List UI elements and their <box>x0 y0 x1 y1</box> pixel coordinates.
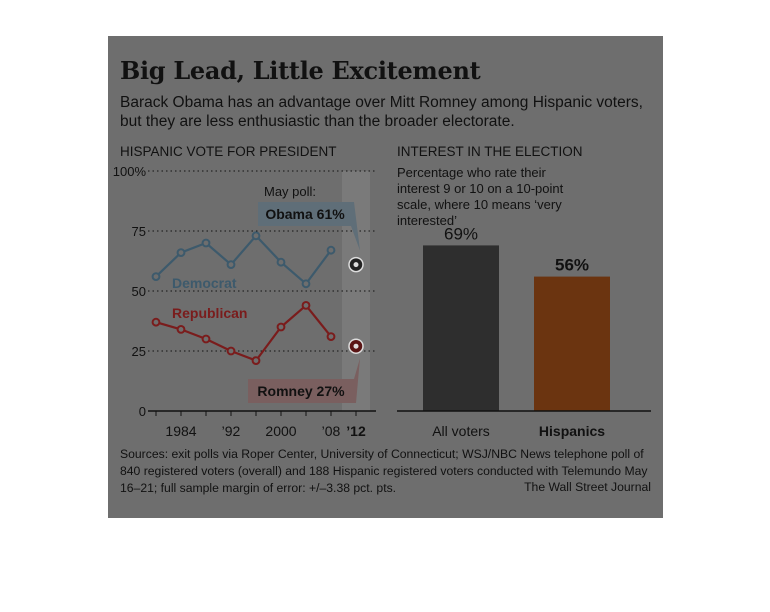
romney-callout-label: Romney 27% <box>257 383 345 399</box>
republican-point <box>176 325 186 334</box>
republican-point <box>201 334 211 344</box>
democrat-point <box>251 231 261 241</box>
hispanics-category-label: Hispanics <box>539 423 605 439</box>
chart-figure: Big Lead, Little Excitement Barack Obama… <box>108 36 663 518</box>
y-tick-label: 75 <box>132 224 146 239</box>
all-voters-value-label: 69% <box>444 224 478 243</box>
charts-svg: 0 25 50 75 100% 1984 ’92 2000 ’08 ’12 Democrat Repu… <box>113 164 651 439</box>
republican-line <box>155 303 332 362</box>
line-chart: 0 25 50 75 100% 1984 ’92 2000 ’08 ’12 Democrat Repu… <box>113 164 376 439</box>
democrat-series-label: Democrat <box>172 275 237 291</box>
republican-point <box>251 356 261 366</box>
democrat-point <box>226 260 236 270</box>
obama-callout-label: Obama 61% <box>265 206 345 222</box>
all-voters-bar <box>423 245 499 411</box>
democrat-line <box>155 234 332 286</box>
democrat-point <box>276 257 286 267</box>
y-tick-label: 50 <box>132 284 146 299</box>
chart-title: Big Lead, Little Excitement <box>120 56 481 85</box>
poll-note: May poll: <box>264 184 316 199</box>
republican-point <box>301 301 311 310</box>
x-tick-label: 1984 <box>165 423 196 439</box>
bar-panel-title: INTEREST IN THE ELECTION <box>397 144 583 159</box>
hispanics-value-label: 56% <box>555 256 589 275</box>
republican-point <box>326 332 336 342</box>
x-tick-label: ’08 <box>322 423 341 439</box>
romney-callout-box <box>248 358 360 403</box>
romney-poll-marker-dot <box>353 343 359 349</box>
line-panel-title: HISPANIC VOTE FOR PRESIDENT <box>120 144 337 159</box>
all-voters-category-label: All voters <box>432 423 490 439</box>
y-tick-label: 25 <box>132 344 146 359</box>
democrat-point <box>151 272 161 282</box>
sources-note: Sources: exit polls via Roper Center, Un… <box>120 447 648 495</box>
y-tick-label: 100% <box>113 164 147 179</box>
republican-series-label: Republican <box>172 305 247 321</box>
x-tick-label: 2000 <box>265 423 296 439</box>
obama-poll-marker-dot <box>353 262 359 268</box>
republican-point <box>226 346 236 356</box>
y-tick-label: 0 <box>139 404 146 419</box>
chart-subtitle: Barack Obama has an advantage over Mitt … <box>120 94 643 130</box>
source-credit: The Wall Street Journal <box>524 480 651 494</box>
obama-callout-box <box>258 202 360 251</box>
democrat-point <box>201 238 211 248</box>
x-tick-label: ’12 <box>346 423 366 439</box>
bar-chart: Percentage who rate their interest 9 or 1… <box>397 165 651 439</box>
democrat-point <box>176 248 186 258</box>
hispanics-bar <box>534 276 610 411</box>
x-tick-label: ’92 <box>222 423 241 439</box>
republican-point <box>276 322 286 332</box>
republican-point <box>151 317 161 327</box>
democrat-point <box>326 245 336 255</box>
democrat-point <box>301 279 311 289</box>
bar-panel-note: Percentage who rate their interest 9 or 1… <box>397 165 564 228</box>
